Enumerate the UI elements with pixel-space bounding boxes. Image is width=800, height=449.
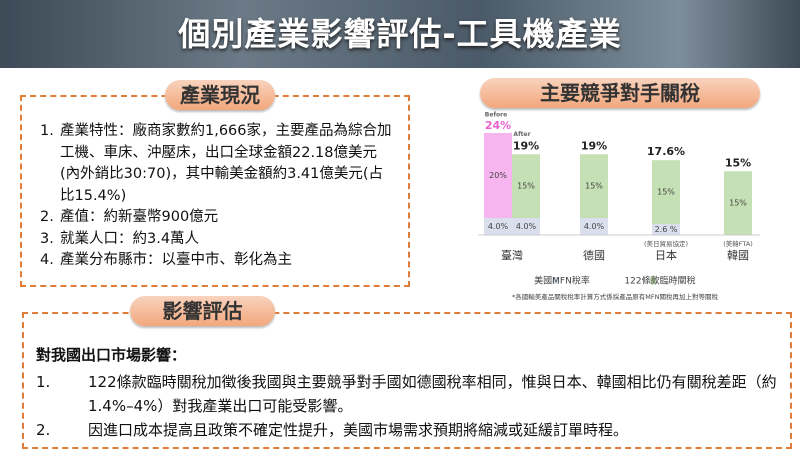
item-number: 1. xyxy=(36,373,51,391)
bar-segment xyxy=(484,218,512,235)
item-text: 產值：約新臺幣900億元 xyxy=(60,209,219,225)
item-number: 2. xyxy=(40,209,54,225)
list-item: 3. 就業人口：約3.4萬人 xyxy=(40,229,396,251)
bar-segment xyxy=(512,218,540,235)
footnote: *各國輸美產品關稅稅率計算方式係採產品原有MFN關稅再加上對等關稅 xyxy=(512,292,718,301)
x-tick-label: 德國 xyxy=(583,248,605,262)
legend-swatch xyxy=(552,277,559,284)
total-label: 17.6% xyxy=(647,145,685,158)
total-label: 15% xyxy=(725,156,751,169)
after-label: After xyxy=(513,131,530,138)
slide-title: 個別產業影響評估-工具機產業 xyxy=(178,15,622,53)
impact-list: 1. 122條款臨時關稅加徵後我國與主要競爭對手國如德國稅率相同，惟與日本、韓國相… xyxy=(36,370,781,442)
bar-segment xyxy=(580,154,608,218)
item-number: 2. xyxy=(36,421,51,439)
legend-swatch xyxy=(650,277,657,284)
list-item: 4. 產業分布縣市：以臺中市、彰化為主 xyxy=(40,250,396,272)
list-item: 1. 產業特性：廠商家數約1,666家，主要產品為綜合加工機、車床、沖壓床，出口全… xyxy=(40,121,396,207)
category-note: (美日貿易協定) xyxy=(644,239,688,248)
impact-box xyxy=(22,312,792,449)
status-title: 產業現況 xyxy=(165,80,275,110)
item-number: 1. xyxy=(40,123,54,139)
x-tick-label: 韓國 xyxy=(727,249,749,262)
category-note: (美韓FTA) xyxy=(723,239,753,248)
value-label: 4.0% xyxy=(584,222,605,231)
item-text: 產業特性：廠商家數約1,666家，主要產品為綜合加工機、車床、沖壓床，出口全球金… xyxy=(60,123,392,204)
before-label: Before xyxy=(485,112,507,119)
value-label: 15% xyxy=(517,182,535,191)
x-tick-label: 臺灣 xyxy=(501,248,523,262)
value-label: 4.0% xyxy=(488,222,509,231)
value-label: 4.0% xyxy=(516,222,537,231)
value-label: 20% xyxy=(489,171,507,180)
bar-segment xyxy=(580,218,608,235)
chart-title: 主要競爭對手關稅 xyxy=(480,78,760,108)
list-item: 1. 122條款臨時關稅加徵後我國與主要競爭對手國如德國稅率相同，惟與日本、韓國相… xyxy=(36,370,781,418)
impact-title: 影響評估 xyxy=(130,296,275,326)
impact-heading: 對我國出口市場影響： xyxy=(36,346,187,364)
legend-label: 美國MFN稅率 xyxy=(534,275,590,287)
item-text: 因進口成本提高且政策不確定性提升，美國市場需求預期將縮減或延緩訂單時程。 xyxy=(88,421,629,439)
item-text: 就業人口：約3.4萬人 xyxy=(60,230,200,247)
item-text: 產業分布縣市：以臺中市、彰化為主 xyxy=(60,252,292,268)
value-label: 15% xyxy=(729,199,747,208)
x-tick-label: 日本 xyxy=(655,248,677,262)
status-list: 1. 產業特性：廠商家數約1,666家，主要產品為綜合加工機、車床、沖壓床，出口全… xyxy=(40,121,396,272)
list-item: 2. 產值：約新臺幣900億元 xyxy=(40,207,396,229)
item-number: 3. xyxy=(40,230,54,247)
bar-segment xyxy=(724,171,752,235)
total-label: 24% xyxy=(485,119,511,132)
item-text: 122條款臨時關稅加徵後我國與主要競爭對手國如德國稅率相同，惟與日本、韓國相比仍… xyxy=(88,373,777,415)
value-label: 15% xyxy=(657,188,675,197)
value-label: 15% xyxy=(585,182,603,191)
bar-segment xyxy=(652,160,680,224)
bar-segment xyxy=(652,223,680,235)
list-item: 2. 因進口成本提高且政策不確定性提升，美國市場需求預期將縮減或延緩訂單時程。 xyxy=(36,418,781,442)
value-label: 2.6 % xyxy=(655,225,678,234)
header: 個別產業影響評估-工具機產業 xyxy=(0,0,800,68)
total-label: 19% xyxy=(581,139,607,152)
bar-segment xyxy=(512,154,540,218)
total-label: 19% xyxy=(513,139,539,152)
bar-segment xyxy=(484,133,512,218)
legend-label: 122條款臨時關稅 xyxy=(624,275,695,287)
item-number: 4. xyxy=(40,252,54,268)
